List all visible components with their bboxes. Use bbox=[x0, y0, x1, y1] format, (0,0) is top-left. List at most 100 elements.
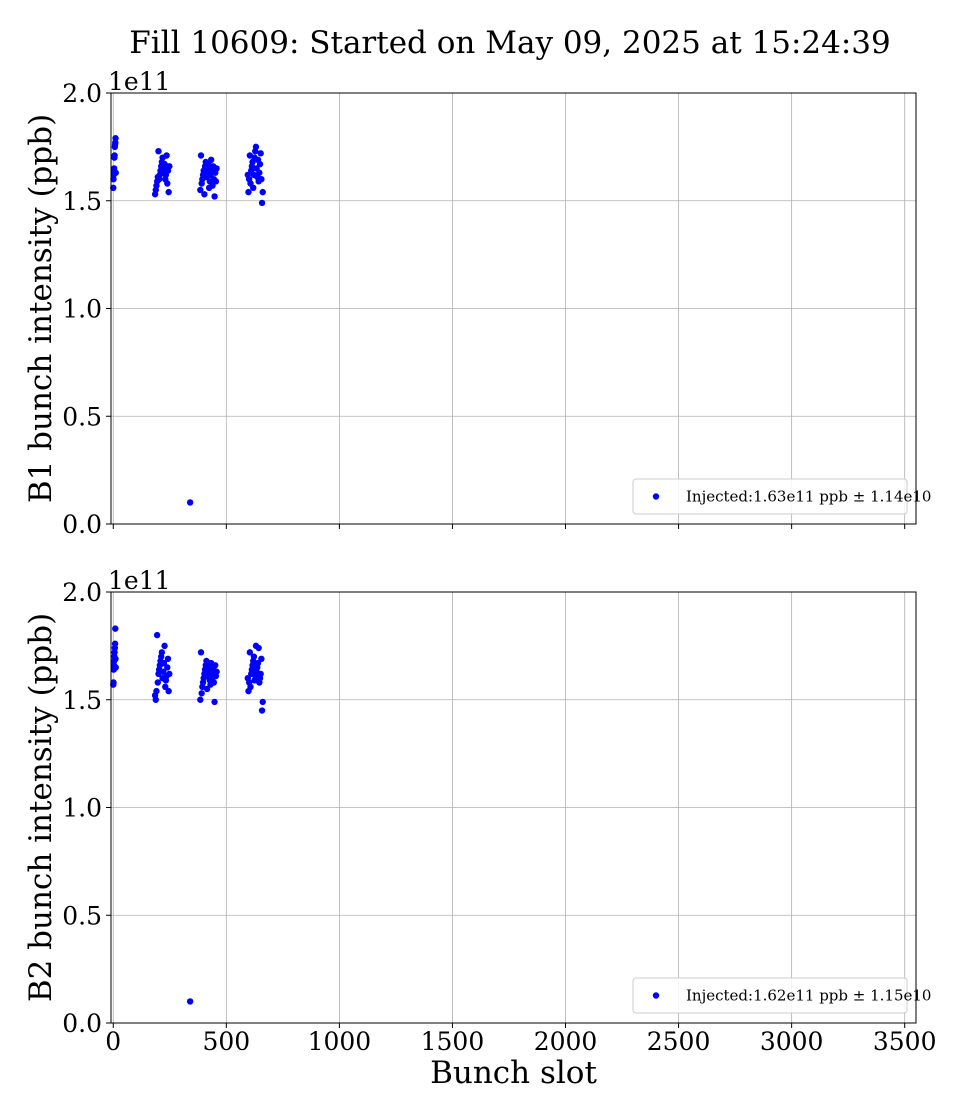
data-point bbox=[112, 625, 119, 632]
data-point bbox=[197, 152, 205, 159]
data-point bbox=[165, 687, 172, 695]
data-point bbox=[259, 698, 266, 706]
data-point bbox=[111, 152, 118, 159]
plot-frame bbox=[110, 92, 917, 525]
data-point bbox=[197, 696, 204, 703]
y-axis-label: B2 bunch intensity (ppb) bbox=[23, 613, 59, 1002]
data-point bbox=[211, 698, 218, 706]
legend-marker bbox=[652, 493, 660, 500]
data-point bbox=[166, 163, 173, 170]
data-point bbox=[158, 649, 166, 656]
data-point bbox=[257, 670, 264, 678]
data-point bbox=[258, 707, 266, 714]
panel-1: 0.0 0.5 1.0 1.5 2.0 1e11 B1 bunch intensity (p… bbox=[23, 67, 931, 539]
x-tick-label: 0 bbox=[105, 1027, 121, 1056]
legend-label: Injected:1.63e11 ppb ± 1.14e10 bbox=[686, 488, 931, 506]
data-point bbox=[110, 679, 117, 686]
data-point bbox=[166, 670, 173, 678]
data-point bbox=[160, 659, 168, 667]
y-tick-label: 1.0 bbox=[62, 295, 102, 324]
y-offset-label: 1e11 bbox=[108, 67, 171, 96]
data-point bbox=[246, 649, 254, 656]
data-point bbox=[213, 668, 220, 675]
data-point bbox=[256, 160, 264, 168]
data-point bbox=[203, 685, 211, 693]
data-point bbox=[252, 143, 260, 151]
panel-2: 0 500 1000 1500 2000 2500 3000 3500 0.0 0.5 1.0 1.5… bbox=[23, 566, 937, 1091]
x-tick-label: 1500 bbox=[421, 1027, 485, 1056]
data-point bbox=[164, 180, 171, 187]
data-point bbox=[259, 188, 266, 196]
legend-label: Injected:1.62e11 ppb ± 1.15e10 bbox=[686, 987, 931, 1005]
y-tick-label: 0.0 bbox=[62, 510, 102, 539]
data-point bbox=[163, 152, 170, 159]
legend-box bbox=[632, 478, 908, 515]
legend-marker bbox=[652, 992, 660, 999]
data-point bbox=[255, 644, 262, 652]
data-point bbox=[209, 182, 216, 189]
data-point bbox=[112, 169, 119, 176]
data-point bbox=[258, 176, 265, 183]
y-tick-label: 1.5 bbox=[62, 686, 102, 715]
x-tick-label: 3500 bbox=[873, 1027, 937, 1056]
data-point bbox=[254, 659, 262, 667]
data-point bbox=[258, 199, 266, 207]
data-point bbox=[112, 655, 119, 663]
data-point bbox=[198, 690, 205, 697]
data-point bbox=[112, 664, 119, 671]
data-point bbox=[152, 696, 159, 703]
legend-box bbox=[632, 977, 908, 1014]
data-point bbox=[247, 683, 254, 691]
data-point bbox=[186, 998, 194, 1005]
y-tick-label: 2.0 bbox=[62, 79, 102, 108]
data-point bbox=[160, 668, 167, 675]
x-tick-label: 2500 bbox=[647, 1027, 711, 1056]
data-point bbox=[112, 135, 119, 142]
data-point bbox=[153, 631, 161, 639]
data-point bbox=[161, 642, 168, 650]
data-point bbox=[154, 679, 162, 686]
y-axis-label: B1 bunch intensity (ppb) bbox=[23, 114, 59, 503]
data-point bbox=[245, 188, 252, 196]
data-point bbox=[250, 653, 258, 660]
y-tick-label: 1.5 bbox=[62, 187, 102, 216]
data-point bbox=[165, 188, 172, 196]
data-point bbox=[212, 662, 219, 669]
data-point bbox=[110, 184, 117, 192]
data-point bbox=[250, 184, 257, 192]
data-point bbox=[212, 178, 220, 185]
data-point bbox=[201, 191, 208, 198]
data-point bbox=[164, 655, 172, 663]
y-tick-label: 2.0 bbox=[62, 578, 102, 607]
data-point bbox=[207, 156, 215, 164]
data-point bbox=[111, 640, 119, 647]
data-point bbox=[197, 649, 205, 656]
data-point bbox=[164, 664, 171, 671]
data-point bbox=[211, 193, 218, 200]
data-point bbox=[186, 499, 194, 506]
series-points bbox=[110, 625, 266, 1005]
x-axis-label: Bunch slot bbox=[430, 1055, 597, 1091]
y-offset-label: 1e11 bbox=[108, 566, 171, 595]
data-point bbox=[257, 150, 264, 157]
x-tick-label: 1000 bbox=[308, 1027, 372, 1056]
x-tick-label: 2000 bbox=[534, 1027, 598, 1056]
data-point bbox=[153, 687, 160, 695]
data-point bbox=[210, 679, 218, 686]
figure-title: Fill 10609: Started on May 09, 2025 at 1… bbox=[129, 25, 891, 61]
data-point bbox=[213, 165, 220, 172]
y-tick-label: 0.5 bbox=[62, 402, 102, 431]
data-point bbox=[256, 169, 263, 176]
data-point bbox=[155, 147, 162, 155]
data-point bbox=[197, 186, 204, 194]
y-tick-label: 0.0 bbox=[62, 1009, 102, 1038]
data-point bbox=[258, 655, 265, 663]
data-point bbox=[162, 683, 169, 691]
y-tick-label: 1.0 bbox=[62, 794, 102, 823]
x-tick-label: 3000 bbox=[760, 1027, 824, 1056]
plot-frame bbox=[110, 591, 917, 1024]
y-tick-label: 0.5 bbox=[62, 901, 102, 930]
